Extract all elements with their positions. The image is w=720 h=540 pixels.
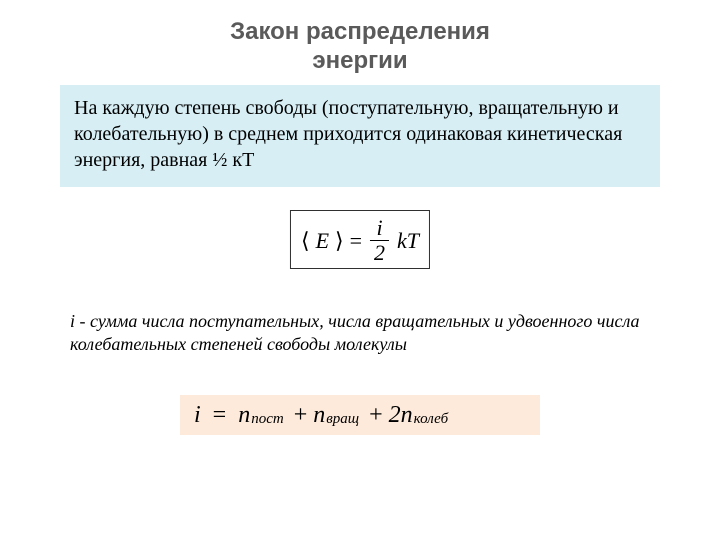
eq-i: i xyxy=(194,402,201,429)
eq-sub3: колеб xyxy=(414,411,449,428)
eq-plus2: + xyxy=(369,402,383,429)
degrees-equation: i = nпост + nвращ +2nколеб xyxy=(180,395,540,435)
eq-sub2: вращ xyxy=(326,411,359,428)
eq-equals: = xyxy=(213,402,227,429)
title-line2: энергии xyxy=(312,47,407,74)
eq-n1: n xyxy=(238,402,250,429)
theorem-box: На каждую степень свободы (поступательну… xyxy=(60,85,660,187)
angle-close: ⟩ xyxy=(335,228,344,254)
frac-den: 2 xyxy=(370,240,389,264)
formula-tail: kT xyxy=(397,228,419,254)
formula-fraction: i 2 xyxy=(370,217,389,264)
eq-sub1: пост xyxy=(251,411,284,428)
frac-num: i xyxy=(372,217,386,240)
slide-title: Закон распределения энергии xyxy=(0,18,720,76)
title-line1: Закон распределения xyxy=(230,18,490,45)
slide: Закон распределения энергии На каждую ст… xyxy=(0,0,720,540)
formula-box: ⟨E⟩ = i 2 kT xyxy=(290,210,430,269)
theorem-text: На каждую степень свободы (поступательну… xyxy=(74,97,622,171)
i-description-text: i - сумма числа поступательных, числа вр… xyxy=(70,311,640,354)
eq-2n: 2n xyxy=(389,402,413,429)
formula: ⟨E⟩ = i 2 kT xyxy=(301,217,419,264)
eq-plus1: + xyxy=(294,402,308,429)
eq-n2: n xyxy=(313,402,325,429)
angle-open: ⟨ xyxy=(301,228,310,254)
formula-E: E xyxy=(316,228,329,254)
i-description: i - сумма числа поступательных, числа вр… xyxy=(70,310,650,357)
formula-eq: = xyxy=(350,228,362,254)
